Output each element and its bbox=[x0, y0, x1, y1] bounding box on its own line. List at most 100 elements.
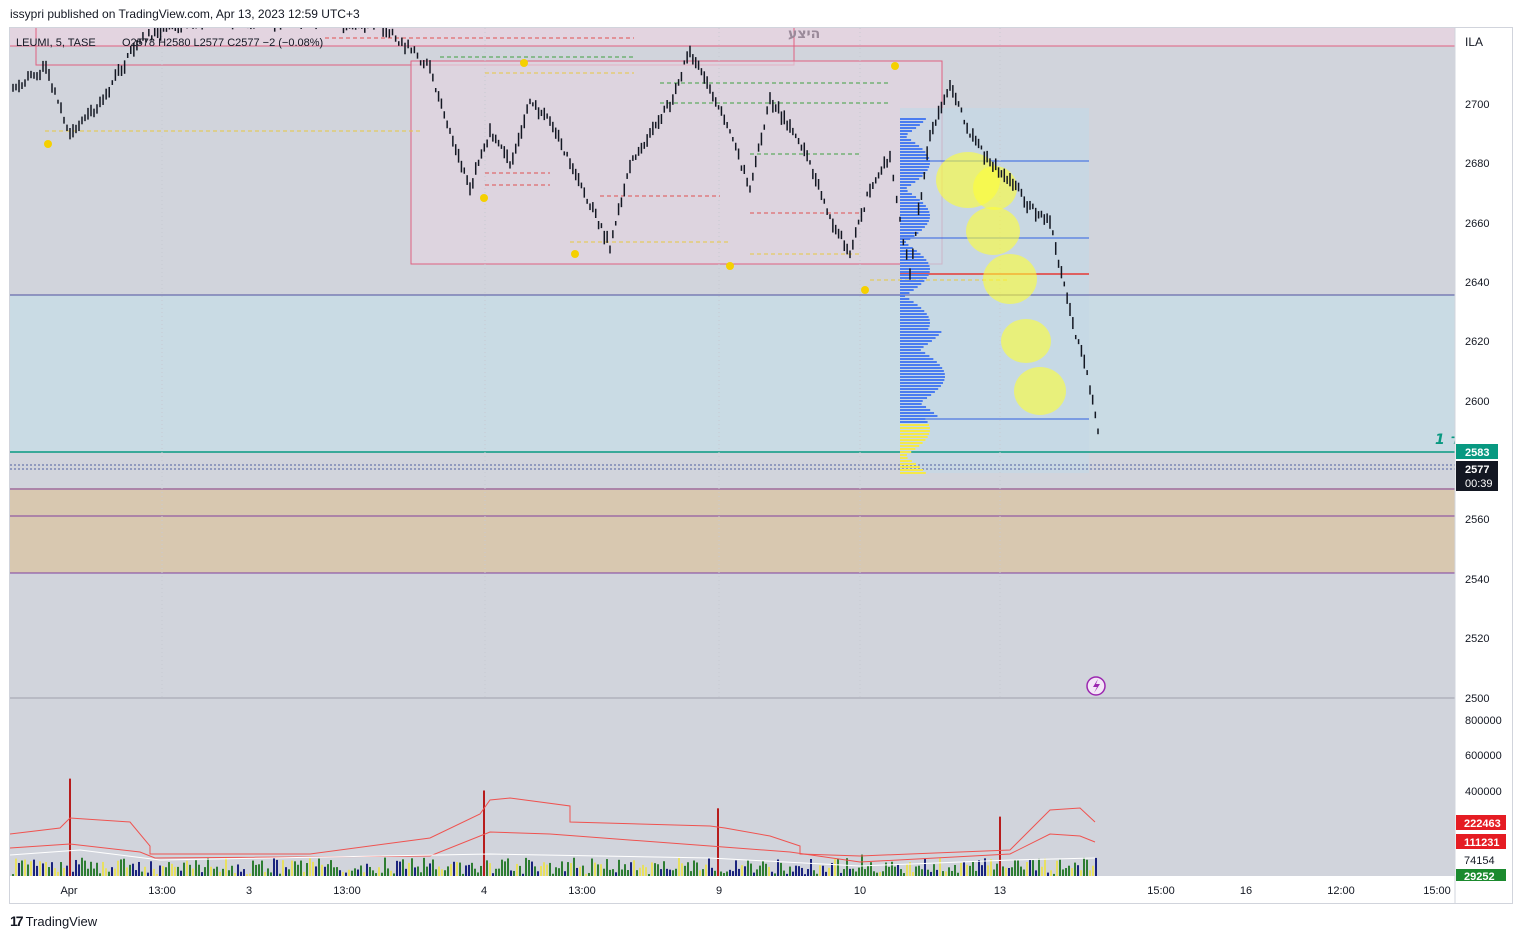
volume-profile-bar bbox=[900, 130, 912, 132]
time-tick: 13:00 bbox=[568, 885, 596, 897]
volume-bar bbox=[951, 871, 953, 876]
price-tick: 2620 bbox=[1465, 336, 1489, 348]
volume-bar bbox=[339, 870, 341, 876]
volume-bar bbox=[186, 861, 188, 876]
volume-bar bbox=[459, 863, 461, 876]
volume-profile-bar bbox=[900, 472, 926, 474]
supply-label: היצע bbox=[788, 28, 820, 42]
volume-bar bbox=[948, 867, 950, 876]
volume-bar bbox=[54, 868, 56, 876]
volume-bar bbox=[81, 858, 83, 876]
volume-bar bbox=[168, 862, 170, 876]
volume-profile-bar bbox=[900, 193, 912, 195]
volume-bar bbox=[417, 867, 419, 876]
chart-canvas[interactable]: היצע יעד 1 LEUMI, 5, TASE O2578 H2580 L2… bbox=[10, 28, 1512, 903]
volume-bar bbox=[672, 870, 674, 876]
volume-bar bbox=[573, 858, 575, 876]
volume-bar bbox=[666, 869, 668, 876]
time-tick: 13:00 bbox=[333, 885, 361, 897]
volume-bar bbox=[381, 873, 383, 876]
volume-profile-bar bbox=[900, 340, 932, 342]
volume-profile-bar bbox=[900, 238, 910, 240]
volume-tick: 800000 bbox=[1465, 715, 1502, 727]
volume-bar bbox=[1074, 863, 1076, 876]
volume-bar bbox=[201, 872, 203, 876]
volume-bar bbox=[525, 858, 527, 876]
volume-bar bbox=[210, 867, 212, 876]
volume-bar bbox=[867, 866, 869, 876]
volume-profile-bar bbox=[900, 349, 921, 351]
volume-bar bbox=[183, 863, 185, 876]
volume-profile-bar bbox=[900, 202, 923, 204]
volume-profile-bar bbox=[900, 343, 928, 345]
volume-bar bbox=[630, 862, 632, 876]
volume-bar bbox=[483, 791, 485, 877]
legend-symbol: LEUMI, 5, TASE bbox=[16, 37, 96, 49]
volume-bar bbox=[918, 866, 920, 876]
volume-profile-bar bbox=[900, 316, 929, 318]
volume-bar bbox=[90, 862, 92, 876]
volume-bar bbox=[1062, 869, 1064, 876]
volume-bar bbox=[12, 874, 14, 876]
volume-bar bbox=[561, 861, 563, 876]
volume-bar bbox=[660, 869, 662, 876]
volume-bar bbox=[1002, 866, 1004, 876]
volume-profile-bar bbox=[900, 403, 922, 405]
chart-frame[interactable]: היצע יעד 1 LEUMI, 5, TASE O2578 H2580 L2… bbox=[9, 27, 1513, 904]
volume-bar bbox=[894, 867, 896, 876]
volume-bar bbox=[342, 872, 344, 876]
volume-profile-bar bbox=[900, 142, 915, 144]
volume-bar bbox=[849, 869, 851, 876]
tradingview-logo[interactable]: 17 TradingView bbox=[10, 913, 97, 929]
volume-bar bbox=[981, 865, 983, 876]
volume-bar bbox=[288, 869, 290, 876]
volume-profile-bar bbox=[900, 325, 930, 327]
volume-bar bbox=[225, 858, 227, 876]
volume-profile-bar bbox=[900, 151, 925, 153]
volume-bar bbox=[564, 871, 566, 876]
volume-bar bbox=[264, 872, 266, 876]
volume-bar bbox=[549, 863, 551, 876]
price-tick: 2640 bbox=[1465, 277, 1489, 289]
volume-bar bbox=[93, 869, 95, 876]
volume-tick: 400000 bbox=[1465, 786, 1502, 798]
alert-lightning-icon[interactable] bbox=[1087, 677, 1105, 695]
volume-bar bbox=[348, 870, 350, 876]
volume-profile-bar bbox=[900, 331, 941, 333]
countdown-value: 00:39 bbox=[1465, 478, 1493, 490]
volume-bar bbox=[21, 861, 23, 876]
volume-bar bbox=[27, 865, 29, 876]
volume-bar bbox=[792, 872, 794, 876]
volume-profile-bar bbox=[900, 286, 918, 288]
volume-bar bbox=[63, 868, 65, 876]
volume-bar bbox=[990, 859, 992, 876]
price-tick: 2500 bbox=[1465, 693, 1489, 705]
volume-bar bbox=[654, 863, 656, 876]
volume-bar bbox=[786, 874, 788, 876]
volume-bar bbox=[156, 874, 158, 876]
volume-bar bbox=[360, 866, 362, 876]
last-price-value: 2577 bbox=[1465, 464, 1489, 476]
volume-bar bbox=[30, 861, 32, 876]
volume-bar bbox=[762, 861, 764, 876]
volume-bar bbox=[933, 864, 935, 876]
volume-bar bbox=[534, 866, 536, 876]
volume-bar bbox=[432, 859, 434, 876]
volume-bar bbox=[1068, 866, 1070, 876]
volume-bar bbox=[678, 858, 680, 876]
volume-bar bbox=[366, 864, 368, 876]
volume-bar bbox=[285, 867, 287, 876]
volume-bar bbox=[648, 874, 650, 876]
volume-bar bbox=[1023, 870, 1025, 876]
volume-bar bbox=[663, 861, 665, 876]
volume-bar bbox=[978, 860, 980, 876]
volume-bar bbox=[906, 864, 908, 876]
volume-profile-bar bbox=[900, 346, 924, 348]
volume-bar bbox=[1059, 860, 1061, 876]
time-tick: Apr bbox=[60, 885, 77, 897]
volume-bar bbox=[780, 863, 782, 876]
volume-profile-bar bbox=[900, 124, 920, 126]
volume-profile-bar bbox=[900, 427, 930, 429]
volume-bar bbox=[387, 868, 389, 876]
volume-bar bbox=[408, 863, 410, 876]
